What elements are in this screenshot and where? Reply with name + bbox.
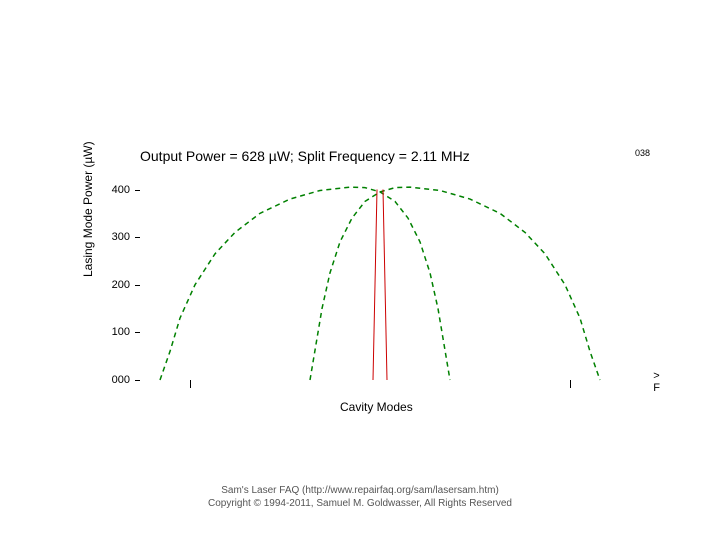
y-tick-label: 300	[100, 231, 130, 243]
series-mode-right	[383, 190, 387, 380]
footer-line-1: Sam's Laser FAQ (http://www.repairfaq.or…	[0, 484, 720, 497]
y-tick-label: 100	[100, 326, 130, 338]
x-axis-arrow: >F	[653, 370, 660, 394]
series-left-envelope	[160, 187, 450, 380]
y-tick-mark	[135, 332, 140, 333]
y-tick-mark	[135, 190, 140, 191]
series-mode-left	[373, 190, 377, 380]
footer: Sam's Laser FAQ (http://www.repairfaq.or…	[0, 484, 720, 510]
x-tick-mark	[570, 380, 571, 388]
y-tick-label: 000	[100, 374, 130, 386]
plot-svg	[90, 150, 650, 430]
footer-line-2: Copyright © 1994-2011, Samuel M. Goldwas…	[0, 497, 720, 510]
y-tick-label: 200	[100, 279, 130, 291]
x-tick-mark	[190, 380, 191, 388]
y-tick-mark	[135, 380, 140, 381]
chart-container	[90, 150, 650, 430]
series-right-envelope	[310, 187, 600, 380]
y-tick-mark	[135, 237, 140, 238]
y-tick-label: 400	[100, 184, 130, 196]
y-tick-mark	[135, 285, 140, 286]
